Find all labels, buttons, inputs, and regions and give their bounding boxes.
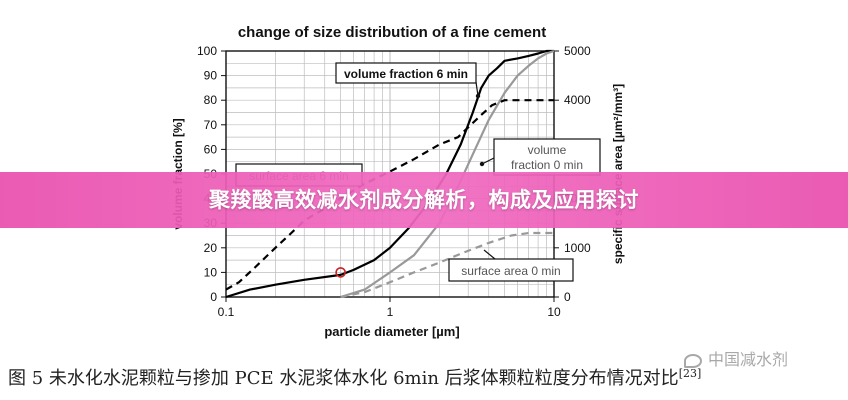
annotation-label: surface area 0 min [461, 264, 560, 278]
watermark-text: 中国减水剂 [708, 350, 789, 369]
y-tick-label-left: 60 [204, 142, 218, 156]
x-tick-label: 0.1 [218, 305, 235, 319]
series-line-surface-area-0-min [340, 231, 554, 299]
y-tick-label-left: 100 [197, 44, 217, 58]
y-tick-label-left: 10 [204, 265, 218, 279]
y-tick-label-left: 0 [210, 290, 217, 304]
x-tick-label: 1 [387, 305, 394, 319]
caption-reference: [23] [678, 367, 702, 380]
annotation-label: fraction 0 min [511, 158, 583, 172]
series-line-surface-area-6-min [225, 99, 554, 291]
y-tick-label-right: 4000 [564, 93, 591, 107]
wechat-icon [684, 353, 702, 368]
chart-title: change of size distribution of a fine ce… [238, 24, 546, 41]
banner-title: 聚羧酸高效减水剂成分解析，构成及应用探讨 [209, 188, 639, 212]
y-tick-label-right: 5000 [564, 44, 591, 58]
annotation-box [448, 258, 574, 282]
series-line-volume-fraction-0-min [340, 49, 555, 299]
y-tick-label-left: 80 [204, 93, 218, 107]
y-tick-label-left: 90 [204, 69, 218, 83]
caption-text: 图 5 未水化水泥颗粒与掺加 PCE 水泥浆体水化 6min 后浆体颗粒粒度分布… [8, 368, 679, 389]
annotation-arrowhead [479, 161, 485, 167]
series-line-volume-fraction-6-min [225, 49, 554, 299]
y-tick-label-right: 0 [564, 290, 571, 304]
annotation-label: volume [528, 143, 567, 157]
x-axis-label: particle diameter [µm] [324, 324, 459, 339]
annotation-box [493, 138, 601, 176]
annotation-leader [475, 81, 479, 97]
annotation-leader [481, 157, 495, 165]
title-banner [0, 172, 848, 228]
y-tick-label-left: 70 [204, 118, 218, 132]
source-watermark: 中国减水剂 [684, 346, 788, 370]
y-tick-label-right: 1000 [564, 241, 591, 255]
annotation-label: volume fraction 6 min [344, 67, 468, 81]
x-tick-label: 10 [547, 305, 561, 319]
data-marker-circle [335, 267, 346, 278]
chart-series [225, 49, 555, 299]
annotation-leader [483, 249, 496, 260]
annotation-arrowhead [475, 93, 481, 99]
figure-caption: 图 5 未水化水泥颗粒与掺加 PCE 水泥浆体水化 6min 后浆体颗粒粒度分布… [8, 364, 701, 390]
annotation-box [335, 62, 477, 84]
y-tick-label-left: 20 [204, 241, 218, 255]
